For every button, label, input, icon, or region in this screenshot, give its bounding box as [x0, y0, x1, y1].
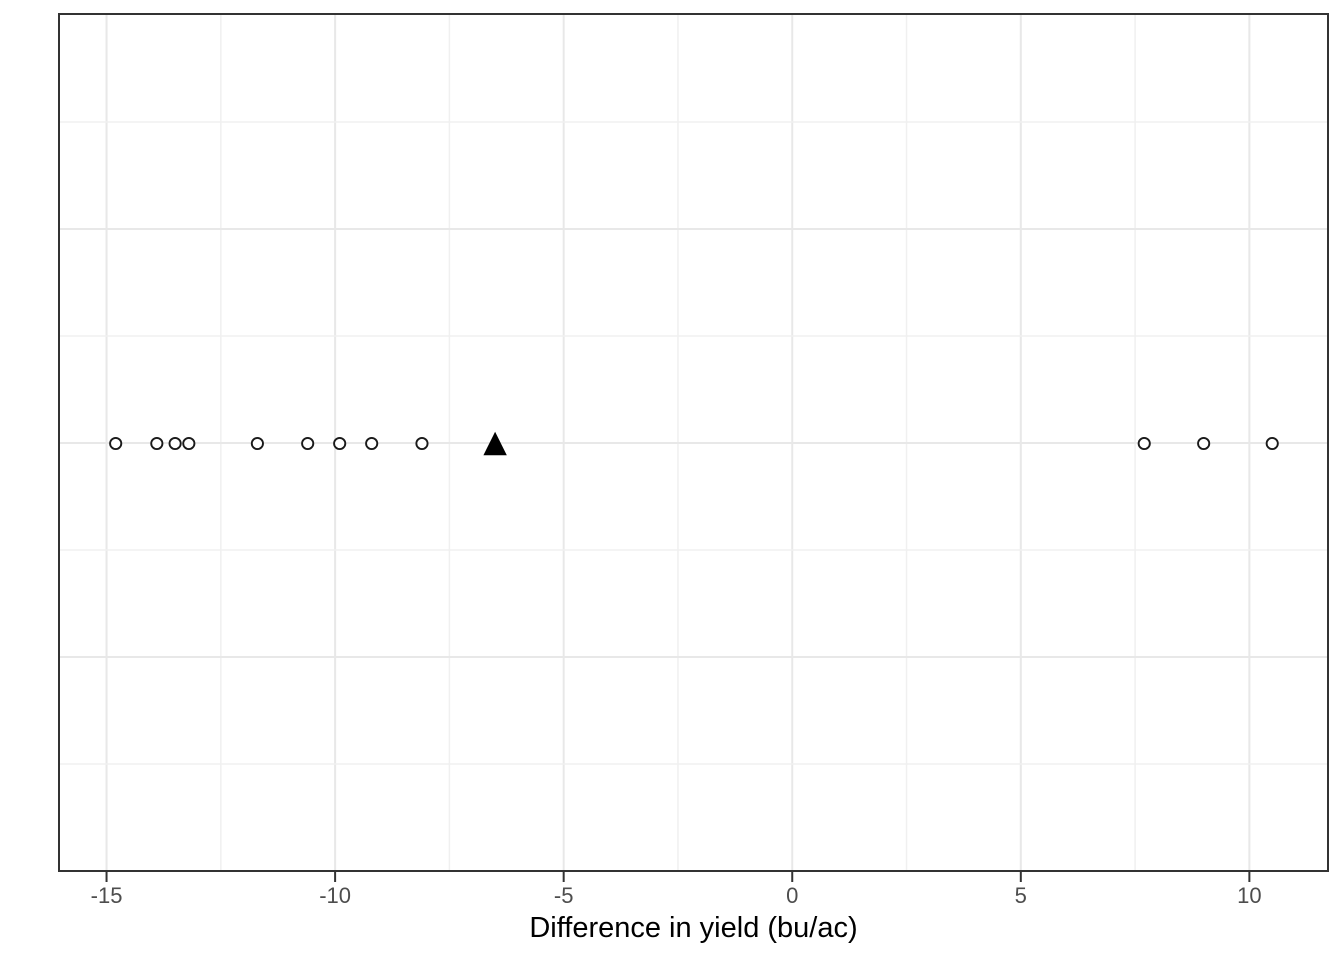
data-point-circle — [333, 436, 347, 451]
data-point-circle — [1265, 436, 1279, 451]
x-tick-label: 0 — [786, 883, 798, 908]
x-tick-label: 5 — [1015, 883, 1027, 908]
data-point-circle — [250, 436, 264, 451]
x-tick-label: -15 — [91, 883, 123, 908]
data-point-circle — [182, 436, 196, 451]
data-point-circle — [109, 436, 123, 451]
data-point-circle — [1137, 436, 1151, 451]
data-point-circle — [365, 436, 379, 451]
x-axis-title: Difference in yield (bu/ac) — [529, 912, 858, 944]
x-tick-label: 10 — [1237, 883, 1261, 908]
mean-triangle-marker — [483, 431, 507, 456]
data-point-circle — [150, 436, 164, 451]
x-tick-label: -10 — [319, 883, 351, 908]
data-point-circle — [301, 436, 315, 451]
data-point-circle — [168, 436, 182, 451]
x-tick-label: -5 — [554, 883, 574, 908]
panel-border — [58, 13, 1329, 872]
data-point-circle — [415, 436, 429, 451]
data-point-circle — [1197, 436, 1211, 451]
